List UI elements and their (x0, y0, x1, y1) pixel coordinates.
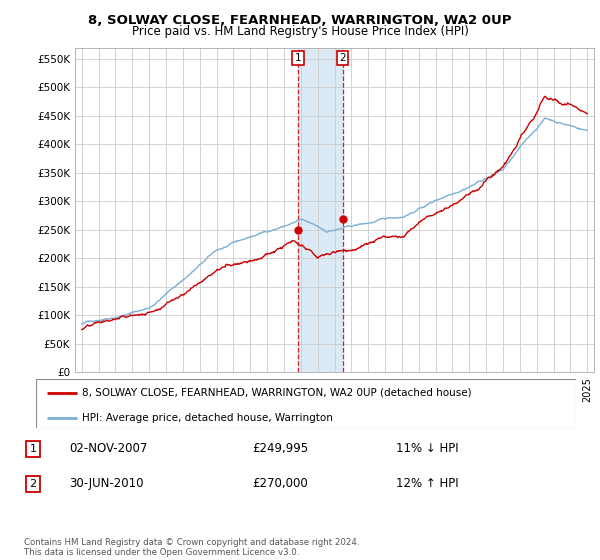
Text: 8, SOLWAY CLOSE, FEARNHEAD, WARRINGTON, WA2 0UP: 8, SOLWAY CLOSE, FEARNHEAD, WARRINGTON, … (88, 14, 512, 27)
Text: Contains HM Land Registry data © Crown copyright and database right 2024.
This d: Contains HM Land Registry data © Crown c… (24, 538, 359, 557)
Bar (298, 48, 343, 372)
Text: 12% ↑ HPI: 12% ↑ HPI (396, 477, 458, 491)
Text: £249,995: £249,995 (252, 442, 308, 455)
Text: 02-NOV-2007: 02-NOV-2007 (69, 442, 148, 455)
Text: £270,000: £270,000 (252, 477, 308, 491)
Text: 11% ↓ HPI: 11% ↓ HPI (396, 442, 458, 455)
Text: 30-JUN-2010: 30-JUN-2010 (69, 477, 143, 491)
Text: Price paid vs. HM Land Registry's House Price Index (HPI): Price paid vs. HM Land Registry's House … (131, 25, 469, 38)
Text: 2: 2 (29, 479, 37, 489)
Text: 2: 2 (340, 53, 346, 63)
Text: HPI: Average price, detached house, Warrington: HPI: Average price, detached house, Warr… (82, 413, 333, 423)
Text: 1: 1 (295, 53, 301, 63)
Text: 1: 1 (29, 444, 37, 454)
Text: 8, SOLWAY CLOSE, FEARNHEAD, WARRINGTON, WA2 0UP (detached house): 8, SOLWAY CLOSE, FEARNHEAD, WARRINGTON, … (82, 388, 472, 398)
